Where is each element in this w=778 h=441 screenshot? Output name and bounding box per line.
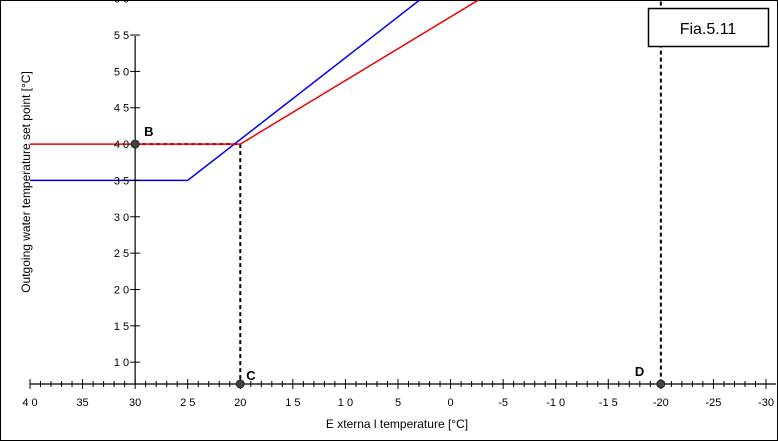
y-tick-label: 4 5 bbox=[114, 103, 129, 115]
x-tick-label: 1 0 bbox=[338, 397, 353, 409]
x-tick-label: -5 bbox=[498, 397, 508, 409]
x-tick-label: -20 bbox=[653, 397, 669, 409]
x-tick-label: 35 bbox=[76, 397, 88, 409]
y-tick-label: 5 5 bbox=[114, 30, 129, 42]
series-line-1 bbox=[30, 0, 421, 182]
y-tick-label: 1 0 bbox=[114, 357, 129, 369]
point-label-c: C bbox=[246, 368, 256, 383]
y-tick-label: 3 5 bbox=[114, 175, 129, 187]
x-tick-label: -1 5 bbox=[599, 397, 618, 409]
point-label-b: B bbox=[144, 124, 153, 139]
x-tick-label: 0 bbox=[448, 397, 454, 409]
x-tick-label: 1 5 bbox=[285, 397, 300, 409]
x-axis-label: E xterna l temperature [°C] bbox=[326, 417, 468, 431]
marker-points: ABCD bbox=[130, 124, 666, 389]
x-tick-label: -25 bbox=[705, 397, 721, 409]
y-tick-label: 2 5 bbox=[114, 248, 129, 260]
y-tick-label: 2 0 bbox=[114, 284, 129, 296]
point-label-d: D bbox=[635, 364, 644, 379]
x-tick-label: 30 bbox=[129, 397, 141, 409]
x-tick-label: -1 0 bbox=[546, 397, 565, 409]
x-tick-label: 5 bbox=[395, 397, 401, 409]
y-tick-label: 6 0 bbox=[114, 0, 129, 6]
y-tick-label: 5 0 bbox=[114, 66, 129, 78]
x-tick-label: 20 bbox=[234, 397, 246, 409]
x-tick-label: 4 0 bbox=[22, 397, 37, 409]
figure-label-box: Fia.5.11 bbox=[647, 7, 770, 48]
y-tick-label: 1 5 bbox=[114, 321, 129, 333]
y-tick-label: 3 0 bbox=[114, 212, 129, 224]
x-tick-label: 2 5 bbox=[180, 397, 195, 409]
point-c bbox=[235, 379, 245, 389]
point-b bbox=[130, 139, 140, 149]
y-ticks: 1 01 52 02 53 03 54 04 55 05 56 06 57 07… bbox=[114, 0, 141, 369]
figure-label: Fia.5.11 bbox=[680, 21, 737, 38]
y-axis-label: Outgoing water temperature set point [°C… bbox=[19, 71, 33, 293]
y-tick-label: 4 0 bbox=[114, 139, 129, 151]
x-tick-label: -30 bbox=[758, 397, 774, 409]
point-d bbox=[656, 379, 666, 389]
figure-label-frame bbox=[647, 7, 770, 48]
